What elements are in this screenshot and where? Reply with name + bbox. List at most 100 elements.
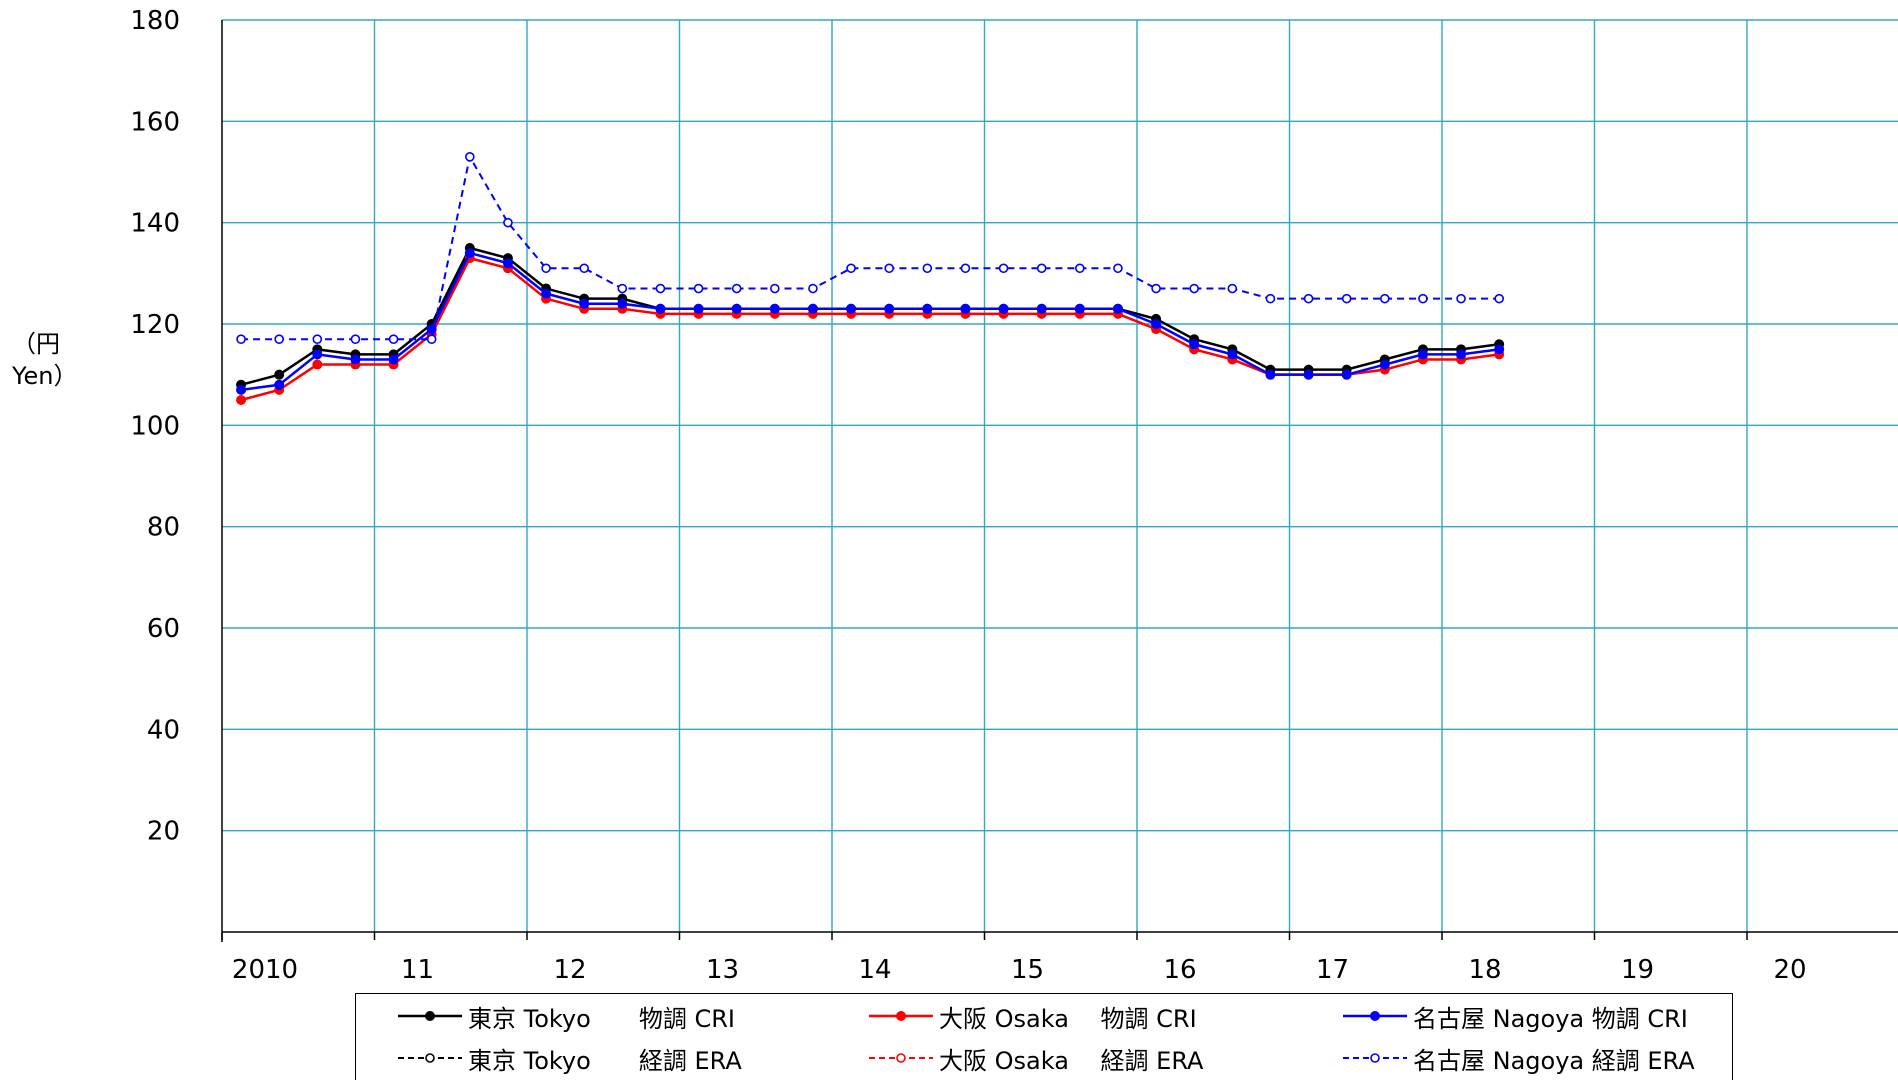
- data-point: [1075, 263, 1085, 274]
- data-point: [465, 152, 475, 162]
- data-point: [1417, 349, 1428, 360]
- x-tick-label: 17: [1316, 955, 1349, 985]
- data-point: [1303, 369, 1314, 380]
- legend-item-tokyo-cri: 東京 Tokyo 物調 CRI: [396, 996, 735, 1036]
- data-point: [388, 334, 399, 345]
- data-point: [884, 263, 894, 274]
- legend-label-osaka-era: 大阪 Osaka 経調 ERA: [939, 1046, 1204, 1075]
- legend-label-nagoya-era: 名古屋 Nagoya 経調 ERA: [1413, 1046, 1695, 1075]
- data-point: [1494, 293, 1504, 304]
- x-tick-label: 16: [1163, 955, 1196, 985]
- data-point: [960, 303, 971, 314]
- legend-point: [1370, 1011, 1380, 1021]
- legend-marker-osaka-cri: [869, 1011, 933, 1021]
- legend-marker-tokyo-era: [398, 1053, 462, 1063]
- y-tick-label: 160: [130, 107, 180, 137]
- y-tick-label: 120: [130, 310, 180, 340]
- data-point: [1265, 369, 1276, 380]
- x-tick-label: 20: [1773, 955, 1806, 985]
- data-point: [350, 354, 361, 365]
- data-point: [579, 263, 589, 274]
- data-point: [731, 303, 742, 314]
- data-point: [693, 303, 704, 314]
- data-point: [312, 349, 323, 360]
- data-point: [350, 334, 361, 345]
- legend: 東京 Tokyo 物調 CRI 大阪 Osaka 物調 CRI 名古屋 Nago…: [355, 993, 1733, 1080]
- data-point: [617, 298, 628, 309]
- data-point: [579, 298, 590, 309]
- data-point: [502, 258, 513, 269]
- data-point: [1074, 303, 1085, 314]
- series-0: [236, 243, 1505, 390]
- y-tick-label: 100: [130, 411, 180, 441]
- y-tick-label: 80: [147, 513, 180, 543]
- data-point: [1265, 293, 1276, 304]
- data-point: [388, 354, 399, 365]
- data-point: [426, 334, 437, 345]
- legend-point: [1370, 1053, 1380, 1063]
- legend-point: [896, 1011, 906, 1021]
- data-point: [541, 263, 551, 274]
- data-point: [1341, 293, 1352, 304]
- y-tick-labels: 20 40 60 80 100 120 140 160 180: [130, 6, 180, 847]
- data-point: [1227, 349, 1238, 360]
- legend-item-osaka-cri: 大阪 Osaka 物調 CRI: [867, 996, 1197, 1036]
- series-line: [241, 154, 1500, 341]
- data-point: [1151, 319, 1162, 329]
- y-tick-label: 180: [130, 6, 180, 36]
- y-tick-label: 40: [147, 715, 180, 745]
- data-point: [236, 384, 247, 395]
- x-tick-label: 15: [1011, 955, 1044, 985]
- series-5: [236, 152, 1504, 345]
- data-point: [1303, 293, 1314, 304]
- series-line: [240, 251, 1500, 392]
- grid-lines: [222, 19, 1898, 932]
- data-point: [1036, 303, 1047, 314]
- legend-marker-tokyo-cri: [398, 1011, 462, 1021]
- series-lines: [236, 152, 1505, 405]
- data-point: [1456, 349, 1467, 360]
- data-point: [1036, 263, 1047, 274]
- x-tick-labels: 2010 11 12 13 14 15 16 17 18 19 20: [232, 955, 1807, 985]
- data-point: [1418, 293, 1428, 304]
- data-point: [274, 379, 285, 390]
- data-point: [541, 288, 552, 299]
- data-point: [1113, 263, 1123, 274]
- data-point: [998, 263, 1009, 274]
- data-point: [998, 303, 1009, 314]
- data-point: [807, 303, 818, 314]
- legend-point: [425, 1053, 435, 1063]
- x-tick-label: 13: [706, 955, 739, 985]
- data-point: [846, 263, 856, 274]
- legend-point: [896, 1053, 906, 1063]
- data-point: [312, 359, 323, 370]
- legend-label-tokyo-cri: 東京 Tokyo 物調 CRI: [468, 1004, 735, 1033]
- legend-item-tokyo-era: 東京 Tokyo 経調 ERA: [396, 1038, 742, 1078]
- x-tick-label: 11: [401, 955, 434, 985]
- data-point: [312, 334, 323, 345]
- y-tick-label: 60: [147, 614, 180, 644]
- data-point: [1341, 369, 1352, 380]
- data-point: [1380, 293, 1390, 304]
- x-tick-label: 18: [1468, 955, 1501, 985]
- data-point: [1456, 293, 1466, 304]
- y-tick-label: 140: [130, 209, 180, 239]
- data-point: [617, 283, 628, 294]
- data-point: [503, 217, 513, 228]
- legend-label-nagoya-cri: 名古屋 Nagoya 物調 CRI: [1413, 1004, 1688, 1033]
- x-tick-label: 19: [1621, 955, 1654, 985]
- data-point: [884, 303, 895, 314]
- legend-item-nagoya-cri: 名古屋 Nagoya 物調 CRI: [1341, 996, 1688, 1036]
- legend-label-tokyo-era: 東京 Tokyo 経調 ERA: [468, 1046, 742, 1075]
- data-point: [960, 263, 971, 274]
- data-point: [236, 395, 247, 405]
- y-axis-title: （円 Yen）: [12, 330, 78, 390]
- data-point: [1151, 283, 1161, 294]
- data-point: [1379, 359, 1390, 370]
- data-point: [846, 303, 857, 314]
- legend-marker-nagoya-era: [1343, 1053, 1407, 1063]
- series-2: [236, 248, 1505, 395]
- legend-item-osaka-era: 大阪 Osaka 経調 ERA: [867, 1038, 1203, 1078]
- data-point: [922, 303, 933, 314]
